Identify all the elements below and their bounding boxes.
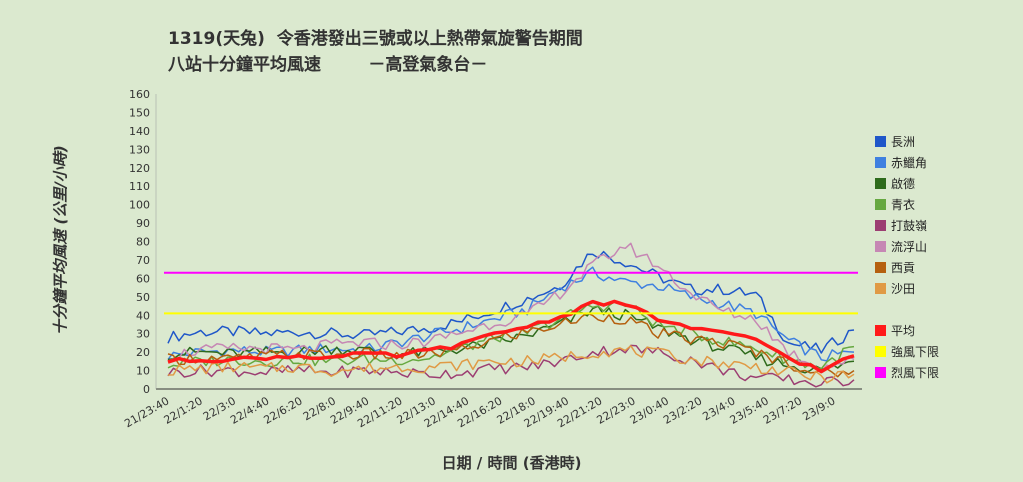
y-tick-label: 100 (129, 199, 150, 212)
legend-swatch (875, 156, 886, 168)
legend-swatch (875, 240, 886, 252)
legend-label: 平均 (891, 323, 916, 338)
x-tick-label: 23/9:0 (800, 394, 837, 423)
y-tick-label: 20 (136, 346, 150, 359)
legend-label: 烈風下限 (891, 365, 940, 380)
y-tick-label: 60 (136, 272, 150, 285)
series-line-8 (167, 345, 855, 384)
series-line-3 (167, 305, 855, 374)
y-tick-label: 30 (136, 328, 150, 341)
x-tick-label: 23/7:20 (761, 394, 804, 426)
chart-title-line2: 八站十分鐘平均風速 －高登氣象台－ (168, 55, 488, 75)
legend-item: 烈風下限 (875, 365, 940, 380)
y-tick-label: 120 (129, 162, 150, 175)
x-tick-label: 23/2:20 (661, 394, 704, 426)
y-tick-label: 80 (136, 236, 150, 249)
legend-swatch (875, 198, 886, 210)
legend-label: 強風下限 (891, 344, 940, 359)
legend-item: 強風下限 (875, 344, 940, 359)
legend-swatch (875, 177, 886, 189)
x-tick-label: 22/1:20 (162, 394, 205, 426)
legend-item: 沙田 (875, 281, 916, 296)
series-line-7 (167, 312, 855, 378)
y-tick-label: 150 (129, 106, 150, 119)
x-tick-label: 21/23:40 (122, 394, 171, 430)
legend-label: 沙田 (891, 281, 916, 296)
legend-swatch (875, 135, 886, 147)
legend-item: 啟德 (875, 176, 916, 191)
legend-label: 啟德 (891, 176, 916, 191)
legend-label: 青衣 (891, 197, 916, 212)
series-line-6 (167, 242, 855, 373)
legend-item: 平均 (875, 323, 916, 338)
legend-label: 赤鱲角 (891, 155, 928, 170)
y-tick-label: 110 (129, 180, 150, 193)
y-tick-label: 70 (136, 254, 150, 267)
x-tick-label: 22/6:20 (261, 394, 304, 426)
legend-swatch (875, 324, 886, 336)
series-line-9 (167, 299, 855, 374)
legend-swatch (875, 261, 886, 273)
legend-swatch (875, 219, 886, 231)
chart-title-line1: 1319(天兔) 令香港發出三號或以上熱帶氣旋警告期間 (168, 29, 583, 49)
legend-label: 長洲 (891, 134, 916, 149)
x-axis-label: 日期 / 時間 (香港時) (441, 454, 582, 472)
legend-item: 長洲 (875, 134, 916, 149)
legend-item: 打鼓嶺 (875, 218, 928, 233)
series-line-5 (167, 344, 855, 388)
legend-label: 西貢 (891, 260, 916, 275)
y-tick-label: 140 (129, 125, 150, 138)
y-tick-label: 10 (136, 365, 150, 378)
y-tick-label: 90 (136, 217, 150, 230)
legend-swatch (875, 345, 886, 357)
y-tick-label: 40 (136, 309, 150, 322)
legend-item: 青衣 (875, 197, 916, 212)
y-tick-label: 160 (129, 88, 150, 101)
y-tick-label: 50 (136, 291, 150, 304)
legend-swatch (875, 282, 886, 294)
legend-label: 打鼓嶺 (891, 218, 928, 233)
legend-item: 流浮山 (875, 239, 928, 254)
legend-swatch (875, 366, 886, 378)
y-tick-label: 0 (143, 383, 150, 396)
y-tick-label: 130 (129, 143, 150, 156)
legend-label: 流浮山 (891, 239, 928, 254)
legend-item: 西貢 (875, 260, 916, 275)
legend-item: 赤鱲角 (875, 155, 928, 170)
plot-area (156, 94, 862, 389)
